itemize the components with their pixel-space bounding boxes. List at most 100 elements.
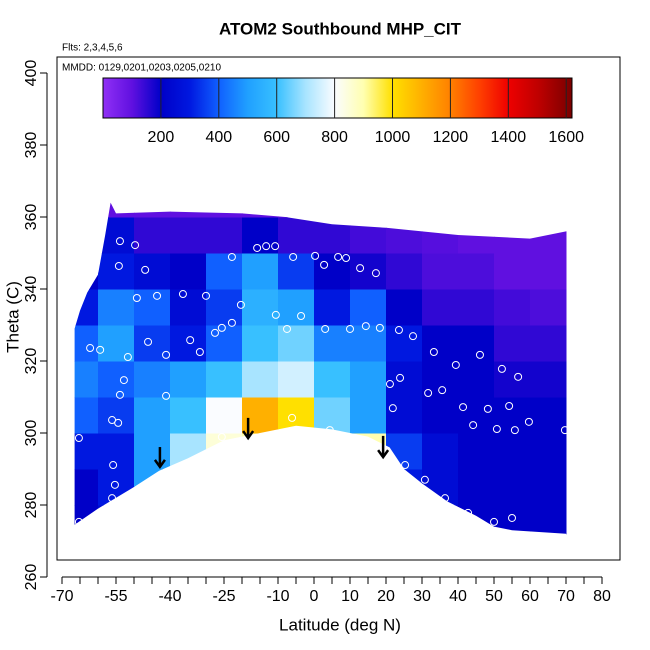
y-tick-label: 380 [23, 132, 40, 159]
heat-cell [530, 397, 567, 434]
colorbar [102, 77, 573, 119]
flight-point [297, 312, 306, 320]
heat-cell [314, 361, 351, 398]
flight-point [524, 417, 533, 426]
heat-cell [494, 253, 531, 290]
flight-point [508, 513, 516, 522]
flight-point [441, 494, 450, 503]
flight-point [271, 310, 280, 319]
flight-point [114, 418, 123, 427]
flight-point [227, 252, 236, 261]
colorbar-tick-label: 1000 [375, 129, 411, 146]
flight-point [346, 324, 354, 333]
flight-point [115, 237, 124, 246]
heat-cell [98, 289, 135, 326]
flight-point [110, 480, 119, 489]
flight-point [464, 508, 473, 517]
heat-cell [458, 289, 495, 326]
flight-point [178, 290, 187, 299]
heat-cell [170, 217, 207, 254]
heat-cell [98, 397, 135, 434]
heat-cell [74, 433, 99, 470]
flight-point [492, 425, 501, 434]
heat-cell [458, 469, 495, 506]
arrow-head [377, 449, 390, 460]
heat-cell [314, 253, 351, 290]
heat-cell [422, 325, 459, 362]
heat-cell [350, 289, 387, 326]
heat-cell [494, 325, 531, 362]
colorbar-tick-label: 400 [205, 129, 232, 146]
flight-point [288, 413, 297, 422]
heat-cell [458, 361, 495, 398]
flight-point [401, 461, 410, 470]
flight-point [409, 332, 417, 341]
y-tick-label: 280 [23, 492, 40, 519]
x-axis-label: Latitude (deg N) [279, 615, 401, 634]
overlay: -70 -55 -40 -25 -10 0 10 20 30 40 50 60 70 80 260 280 30… [23, 60, 611, 606]
heat-cell [242, 289, 279, 326]
flight-point [131, 241, 140, 250]
x-tick-label: 20 [377, 588, 395, 605]
heat-cell [458, 433, 495, 470]
y-tick-label: 320 [23, 348, 40, 375]
x-tick-label: -25 [212, 588, 235, 605]
heat-cell [530, 469, 567, 506]
heat-cell [530, 433, 567, 470]
heat-cell [494, 361, 531, 398]
colorbar-tick-label: 600 [263, 129, 290, 146]
y-axis-label: Theta (C) [3, 281, 22, 353]
heat-cell [206, 253, 243, 290]
heat-cell [98, 253, 135, 290]
heat-cell [314, 289, 351, 326]
heat-cell [134, 433, 171, 470]
flight-point [162, 350, 171, 359]
flight-point [253, 243, 262, 252]
heat-cell [386, 397, 423, 434]
flight-point [119, 376, 128, 385]
y-tick-label: 400 [23, 60, 40, 87]
flight-point [186, 336, 195, 345]
flight-point [385, 380, 394, 389]
heat-cell [386, 361, 423, 398]
flight-point [469, 421, 478, 430]
heat-cell [350, 253, 387, 290]
flight-point [510, 426, 519, 435]
flight-point [505, 402, 514, 410]
x-tick-label: 0 [310, 588, 319, 605]
flight-point [459, 403, 468, 412]
heat-cell [494, 289, 531, 326]
y-tick-label: 340 [23, 276, 40, 303]
x-tick-label: 80 [593, 588, 611, 605]
heat-cell [386, 253, 423, 290]
heat-cell [314, 325, 351, 362]
heat-cell [206, 397, 243, 434]
flight-point [132, 294, 141, 302]
heat-cell [74, 469, 99, 506]
plot-frame [56, 56, 621, 561]
flight-point [424, 389, 433, 398]
flight-point [262, 242, 271, 251]
flight-point [123, 353, 132, 362]
flight-point [162, 391, 171, 400]
flight-point [114, 261, 123, 270]
flight-point [325, 426, 334, 435]
flight-point [342, 254, 351, 263]
flight-point [371, 269, 380, 278]
heat-cell [242, 325, 279, 362]
heat-cell [530, 289, 567, 326]
x-tick-label: 60 [521, 588, 539, 605]
heat-cell [278, 217, 315, 254]
flight-point [217, 323, 226, 332]
flight-point [76, 294, 84, 302]
flight-point [108, 494, 117, 503]
flight-point [141, 265, 150, 274]
flight-point [289, 252, 298, 261]
arrow-head [153, 459, 166, 469]
heat-cell [422, 253, 459, 290]
flight-point [211, 328, 219, 337]
heat-cell [278, 361, 315, 398]
heat-cell [422, 433, 459, 470]
flight-point [451, 360, 460, 369]
